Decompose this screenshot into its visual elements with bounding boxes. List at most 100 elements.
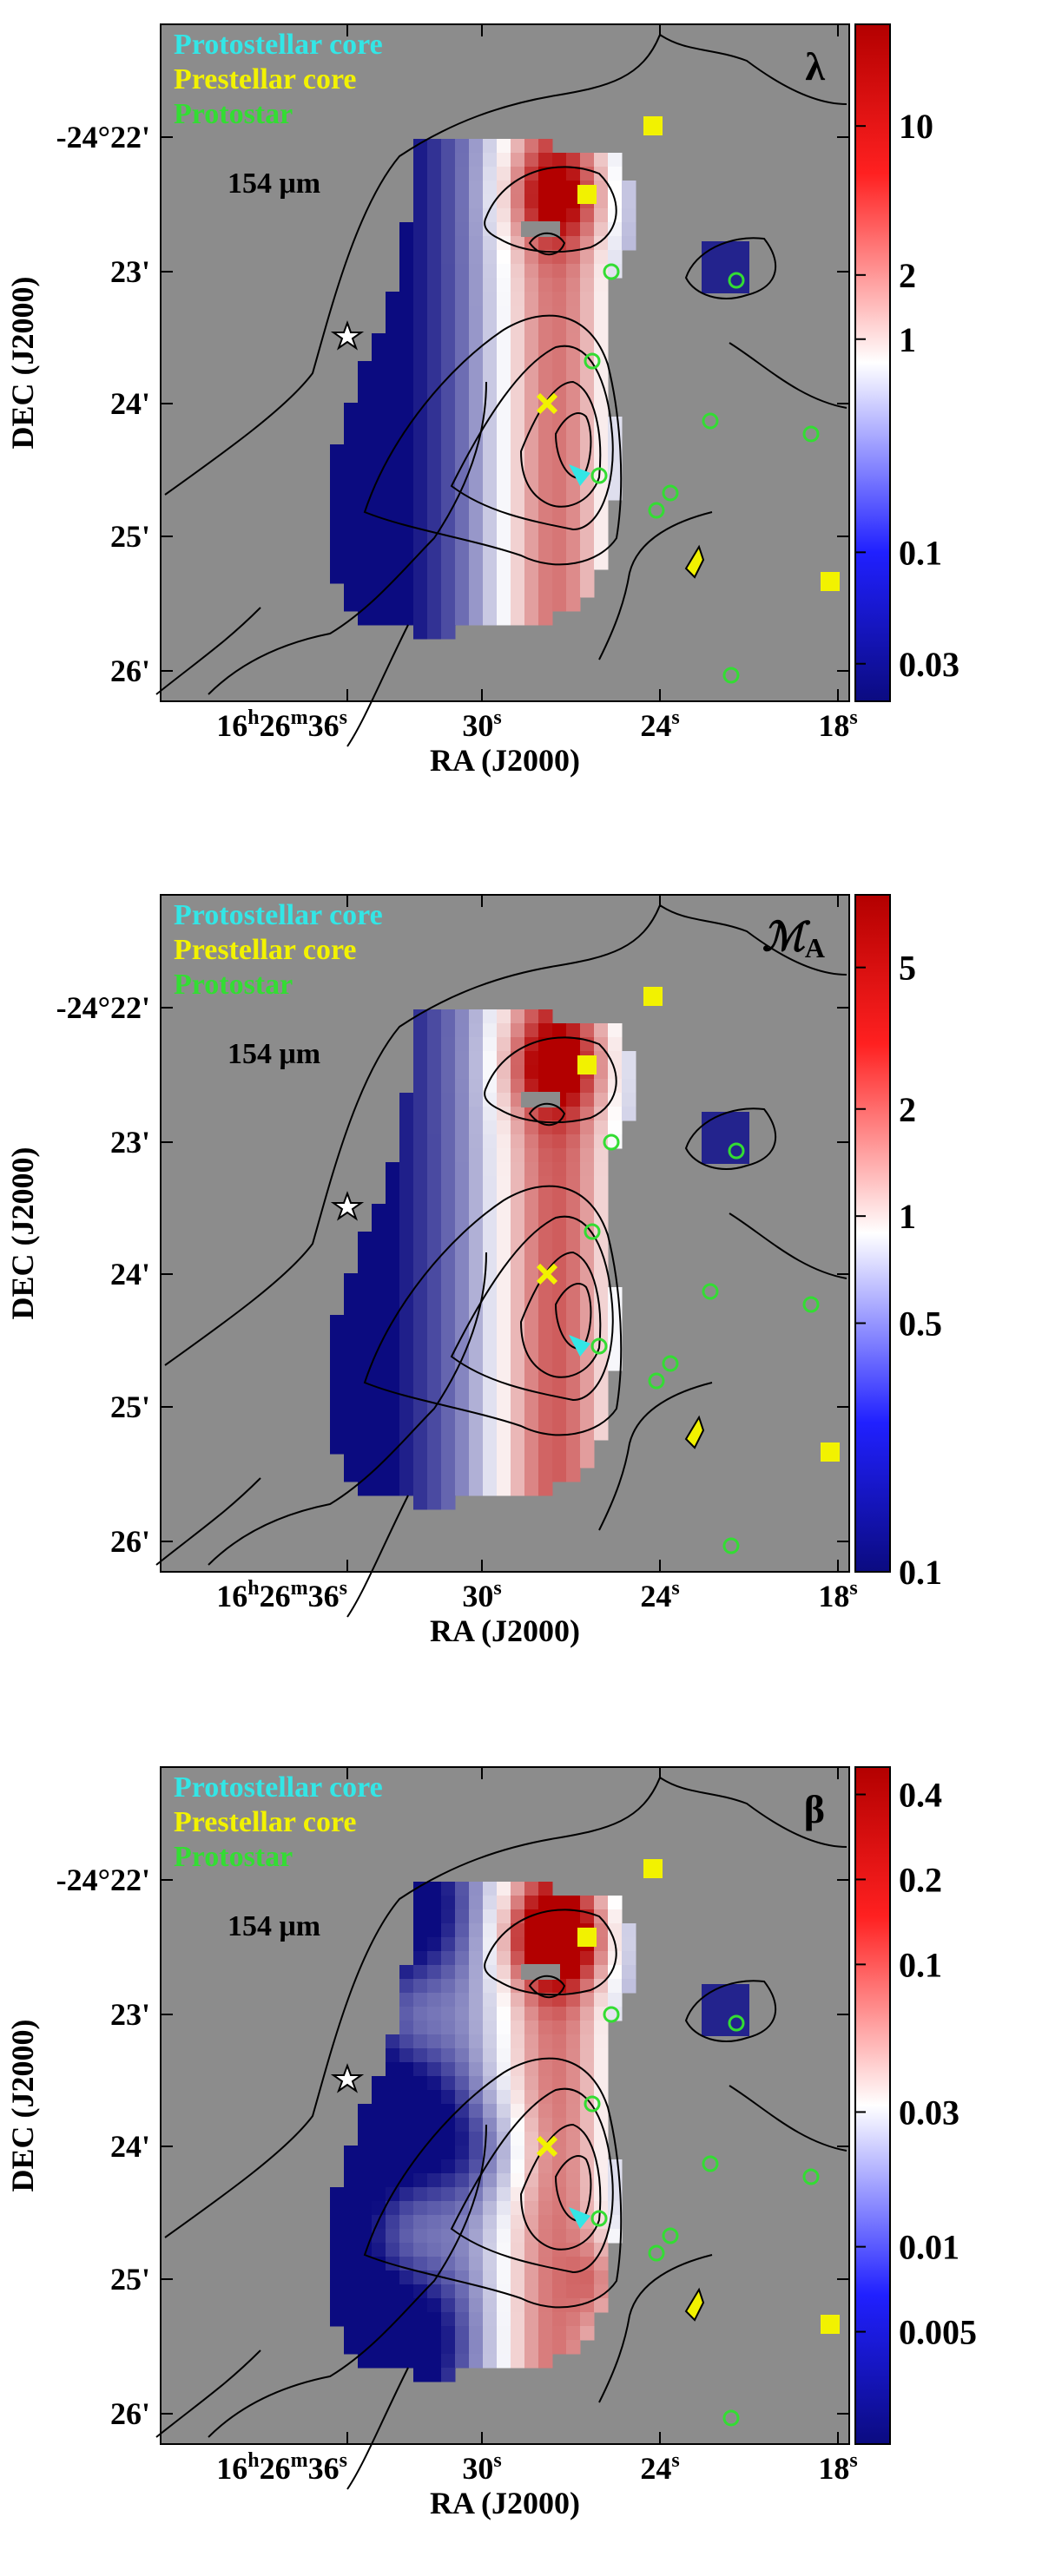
map-pixel [386,1273,400,1288]
map-pixel [552,333,567,348]
plot-frame [160,894,850,1573]
map-pixel [413,1245,428,1260]
map-pixel [580,542,595,556]
map-pixel [483,2159,498,2174]
map-pixel [524,1343,539,1357]
map-pixel [413,1454,428,1469]
map-pixel [566,2090,581,2105]
map-pixel [427,1093,442,1107]
map-pixel [427,2159,442,2174]
map-pixel [552,153,567,168]
map-pixel [580,528,595,542]
contour-line [450,345,614,531]
map-pixel [552,1357,567,1371]
map-pixel [538,375,553,390]
map-pixel [427,555,442,570]
map-pixel [413,2159,428,2174]
map-pixel [469,2062,484,2077]
map-pixel [538,1301,553,1316]
map-pixel [552,1134,567,1149]
map-pixel [483,611,498,626]
map-pixel [608,208,623,223]
map-pixel [483,306,498,320]
map-pixel [483,1937,498,1952]
map-pixel [344,486,359,501]
map-pixel [344,472,359,487]
map-pixel [455,1370,470,1385]
map-pixel [344,569,359,584]
map-pixel [580,347,595,362]
map-pixel [483,181,498,195]
map-pixel [483,1329,498,1344]
map-pixel [594,167,609,181]
map-pixel [441,1009,456,1024]
map-pixel [497,250,511,265]
map-pixel [524,2354,539,2369]
map-pixel [469,1287,484,1302]
map-pixel [330,1329,345,1344]
map-pixel [399,1232,414,1246]
map-pixel [497,1882,511,1896]
map-pixel [413,555,428,570]
map-pixel [441,1979,456,1994]
map-pixel [552,2146,567,2160]
map-pixel [511,1398,525,1413]
map-pixel [441,555,456,570]
map-pixel [441,1162,456,1177]
y-tick-label: 25' [110,2262,150,2297]
map-pixel [538,1951,553,1966]
map-pixel [594,2034,609,2049]
map-pixel [344,1440,359,1455]
map-pixel [399,528,414,542]
map-pixel [469,194,484,209]
map-pixel [511,1190,525,1205]
map-pixel [497,1923,511,1938]
map-pixel [399,1176,414,1191]
map-pixel [511,2326,525,2341]
map-pixel [538,2118,553,2132]
map-pixel [358,2187,373,2202]
map-pixel [469,139,484,154]
colorbar [854,894,891,1573]
map-pixel [469,236,484,251]
map-pixel [469,1909,484,1924]
map-pixel [483,1979,498,1994]
map-pixel [594,1951,609,1966]
map-pixel [566,2132,581,2146]
map-pixel [427,2048,442,2063]
map-pixel [552,528,567,542]
map-pixel [358,1398,373,1413]
map-pixel [566,1357,581,1371]
map-pixel [399,1468,414,1482]
map-pixel [399,1426,414,1441]
map-pixel [427,1951,442,1966]
map-pixel [399,1162,414,1177]
y-tick-label: 26' [110,2396,150,2431]
map-pixel [455,2090,470,2105]
map-pixel [441,1287,456,1302]
map-pixel [455,319,470,334]
colorbar-tick-label: 0.4 [899,1776,942,1815]
map-pixel [455,2132,470,2146]
map-pixel [497,1176,511,1191]
map-pixel [483,1882,498,1896]
map-pixel [441,264,456,279]
map-pixel [427,1482,442,1496]
map-pixel [608,1120,623,1135]
map-pixel [344,1426,359,1441]
map-pixel [455,417,470,431]
map-pixel [552,181,567,195]
map-pixel [455,2340,470,2355]
map-pixel [483,250,498,265]
map-pixel [552,2132,567,2146]
map-pixel [427,1454,442,1469]
map-pixel [441,1370,456,1385]
map-pixel [344,500,359,515]
map-pixel [538,1357,553,1371]
map-pixel [441,1037,456,1052]
map-pixel [566,2034,581,2049]
map-pixel [566,1232,581,1246]
map-pixel [580,1023,595,1038]
map-pixel [538,528,553,542]
map-pixel [386,1245,400,1260]
